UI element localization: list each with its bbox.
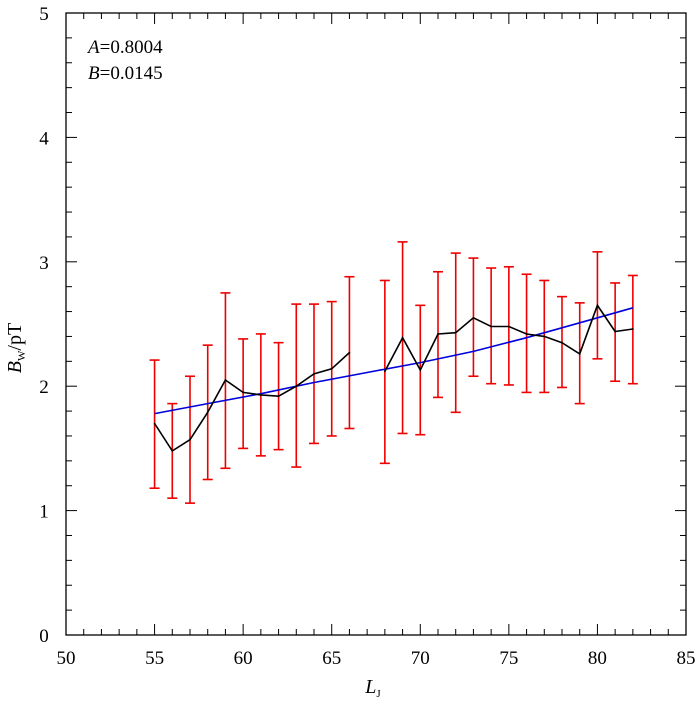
data-point [578,353,581,355]
data-point [171,450,174,452]
data-point [561,341,563,344]
data-point [313,372,315,375]
x-tick-label: 75 [499,648,518,669]
error-bars [149,241,638,504]
data-point [508,325,510,328]
error-bar [238,338,249,450]
data-point [543,335,546,338]
annotation-b: B=0.0145 [88,63,163,84]
data-point [242,391,244,394]
plot-frame [65,12,687,636]
y-tick-label: 0 [39,626,49,647]
x-tick-label: 50 [57,648,76,669]
x-tick-label: 65 [322,648,341,669]
data-point [384,370,386,373]
x-axis-label: LJ [364,676,381,700]
data-point [295,385,298,388]
x-tick-label: 60 [234,648,253,669]
y-tick-label: 1 [39,502,49,523]
data-point [472,316,475,319]
data-point [525,333,528,335]
annotation-a: A=0.8004 [86,37,163,58]
x-tick-label: 80 [588,648,607,669]
data-point [490,325,492,328]
data-point [189,438,191,441]
data-point [330,367,333,370]
measured-series-group [153,303,634,452]
y-tick-label: 5 [39,4,49,25]
data-point [348,351,351,354]
measured-line [153,352,350,452]
data-point [632,328,634,330]
fit-curve-group [154,307,634,415]
y-tick-label: 2 [39,377,49,398]
data-point [454,331,457,334]
data-point [437,333,439,335]
x-tick-label: 85 [677,648,696,669]
tick-labels: 50 55 60 65 70 75 80 85 0 1 2 3 4 5 [39,4,695,669]
data-point [596,304,599,307]
data-point [153,422,156,425]
axis-ticks [65,12,687,636]
data-point [401,336,404,339]
data-point [419,369,422,371]
x-tick-label: 70 [411,648,430,669]
x-tick-label: 55 [145,648,164,669]
data-point [277,395,280,397]
fit-line [154,307,634,415]
data-point [206,411,209,414]
y-axis-label: BW/pT [4,323,28,373]
data-point [224,379,227,381]
data-point [614,330,616,333]
y-tick-label: 4 [39,128,49,149]
annotation-box: A=0.8004 B=0.0145 [86,37,163,84]
y-tick-label: 3 [39,253,49,274]
data-point [260,394,262,396]
